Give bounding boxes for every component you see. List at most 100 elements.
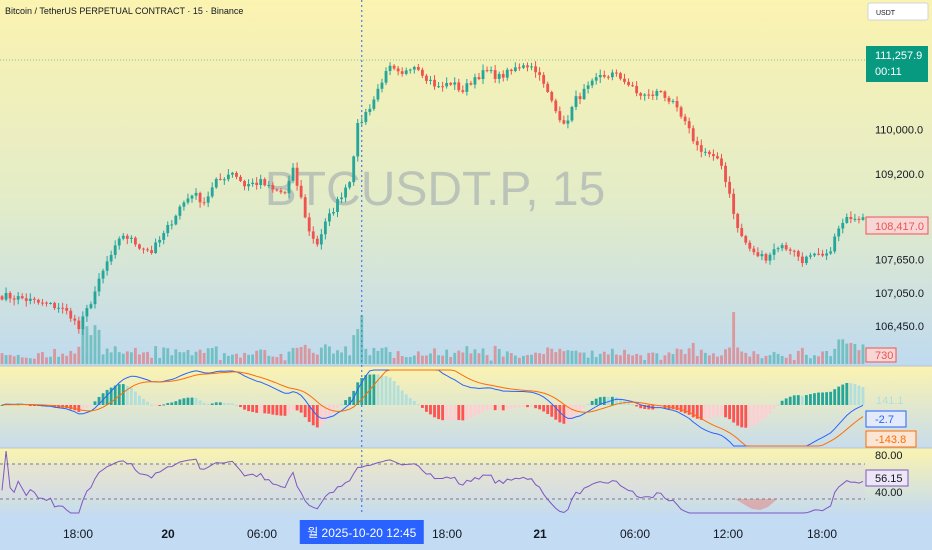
macd-hist-bar bbox=[578, 405, 582, 412]
volume-bar bbox=[647, 352, 651, 364]
volume-bar bbox=[614, 354, 618, 364]
candle bbox=[534, 61, 537, 78]
candle bbox=[166, 221, 170, 237]
volume-bar bbox=[598, 353, 602, 364]
macd-hist-bar bbox=[530, 405, 533, 408]
candle bbox=[509, 68, 513, 75]
currency-button-label: USDT bbox=[876, 10, 896, 17]
volume-bar bbox=[57, 356, 61, 364]
macd-hist-bar bbox=[222, 402, 226, 405]
macd-hist-bar bbox=[481, 405, 485, 412]
candle bbox=[182, 200, 186, 211]
currency-button[interactable] bbox=[867, 2, 929, 21]
candle bbox=[768, 252, 772, 265]
macd-hist-bar bbox=[231, 403, 234, 405]
macd-hist-bar bbox=[384, 376, 388, 405]
candle bbox=[243, 179, 246, 191]
time-axis[interactable]: 18:00 20 06:00 18:00 21 06:00 12:00 18:00 월 2025… bbox=[63, 520, 837, 544]
volume-bar bbox=[530, 354, 533, 364]
volume-bar bbox=[780, 355, 784, 364]
candle bbox=[251, 178, 255, 187]
volume-bar bbox=[776, 353, 780, 364]
volume-bar bbox=[857, 350, 861, 364]
macd-hist-bar bbox=[497, 405, 501, 410]
candle bbox=[142, 247, 145, 254]
volume-bar bbox=[16, 354, 20, 364]
candle bbox=[24, 293, 28, 307]
volume-bar bbox=[582, 352, 586, 364]
candle bbox=[271, 182, 275, 193]
macd-hist-bar bbox=[12, 404, 16, 406]
volume-bar bbox=[728, 347, 732, 364]
candle bbox=[732, 188, 736, 220]
candle bbox=[639, 92, 643, 100]
volume-bar bbox=[101, 354, 105, 364]
candle bbox=[49, 302, 52, 305]
macd-hist-bar bbox=[283, 405, 287, 416]
candle bbox=[36, 298, 40, 305]
volume-bar bbox=[146, 351, 149, 364]
volume-bar bbox=[623, 349, 626, 364]
volume-bar bbox=[125, 351, 129, 364]
macd-hist-bar bbox=[513, 405, 517, 409]
candle bbox=[853, 213, 857, 222]
candle bbox=[0, 295, 4, 301]
macd-hist-bar bbox=[602, 396, 606, 405]
macd-hist-bar bbox=[606, 397, 610, 405]
volume-bar bbox=[505, 351, 509, 364]
macd-hist-bar bbox=[348, 396, 352, 405]
volume-bar bbox=[804, 354, 808, 364]
volume-bar bbox=[788, 354, 792, 364]
candle bbox=[453, 77, 457, 90]
candle bbox=[323, 218, 327, 240]
volume-bar bbox=[829, 356, 833, 364]
volume-bar bbox=[716, 356, 719, 364]
candle bbox=[501, 70, 505, 82]
volume-bar bbox=[93, 325, 97, 364]
macd-hist-bar bbox=[311, 405, 315, 426]
macd-hist-bar bbox=[194, 397, 198, 405]
volume-bar bbox=[639, 355, 643, 364]
volume-bar bbox=[251, 354, 255, 364]
macd-hist-bar bbox=[691, 405, 695, 418]
volume-bar bbox=[635, 353, 639, 364]
volume-bar bbox=[97, 329, 101, 364]
price-tick-label: 107,050.0 bbox=[875, 288, 924, 300]
rsi-oversold-fill bbox=[735, 499, 777, 510]
volume-bar bbox=[182, 352, 186, 364]
rsi-value-tag bbox=[865, 469, 909, 487]
volume-bar bbox=[178, 352, 182, 364]
candle bbox=[178, 204, 182, 220]
volume-bar bbox=[344, 346, 348, 364]
macd-hist-bar bbox=[323, 405, 327, 422]
macd-line-tag bbox=[865, 410, 907, 428]
macd-hist-bar bbox=[813, 393, 816, 405]
volume-bar bbox=[210, 348, 214, 364]
candle bbox=[412, 65, 416, 74]
macd-hist-bar bbox=[716, 405, 719, 417]
candle bbox=[255, 177, 259, 190]
candle bbox=[760, 250, 764, 261]
macd-hist-bar bbox=[287, 405, 291, 414]
candle bbox=[562, 115, 566, 125]
candle bbox=[41, 298, 44, 306]
candle bbox=[332, 207, 335, 216]
candle bbox=[295, 162, 299, 191]
macd-hist-bar bbox=[198, 400, 202, 405]
macd-hist-bar bbox=[760, 405, 764, 421]
volume-bar bbox=[768, 355, 772, 364]
candle bbox=[372, 96, 376, 111]
time-tick-label: 18:00 bbox=[63, 527, 93, 541]
volume-bar bbox=[509, 353, 513, 364]
macd-hist-bar bbox=[376, 374, 380, 405]
candle bbox=[154, 238, 158, 254]
volume-bar bbox=[712, 353, 715, 364]
macd-hist-bar bbox=[821, 392, 824, 405]
macd-hist-bar bbox=[784, 398, 788, 405]
candle bbox=[703, 148, 707, 156]
volume-bar bbox=[562, 351, 566, 364]
candle bbox=[303, 194, 307, 219]
price-axis[interactable]: 110,000.0 109,200.0 107,650.0 107,050.0 106,… bbox=[875, 125, 924, 334]
candle bbox=[97, 273, 101, 297]
